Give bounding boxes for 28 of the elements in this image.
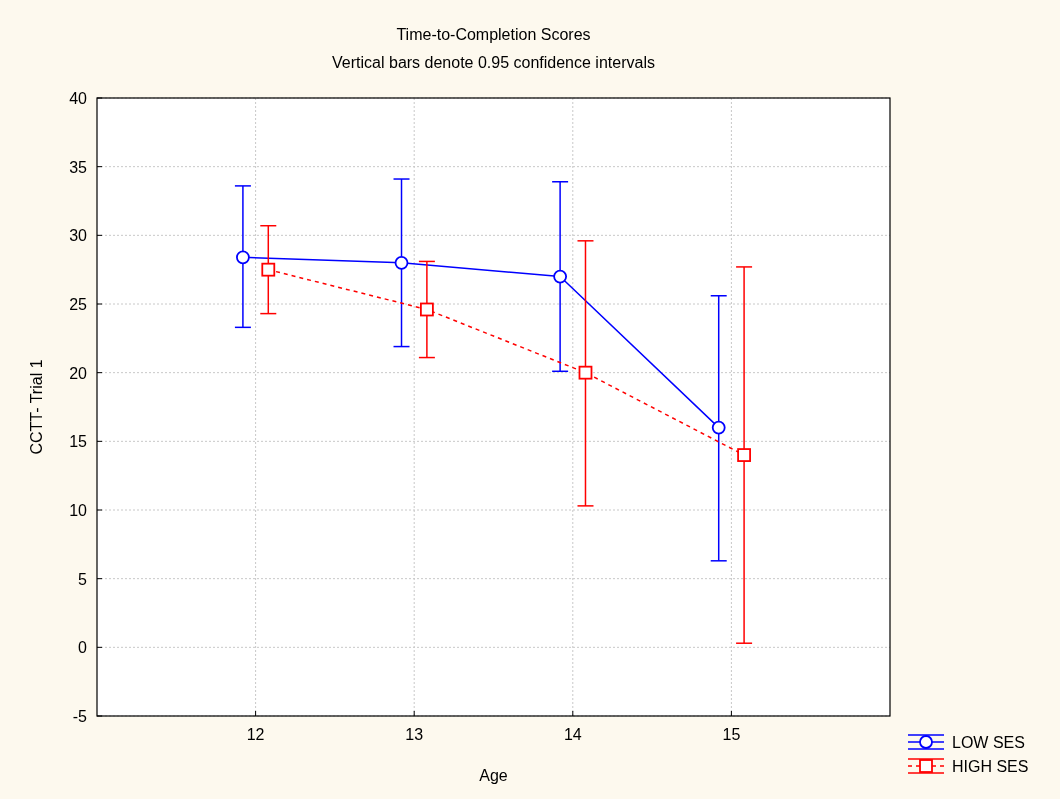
point: [578, 365, 593, 380]
point: [261, 262, 276, 277]
legend-label: HIGH SES: [952, 758, 1029, 775]
y-tick-label: 20: [69, 364, 88, 382]
x-tick-label: 15: [722, 726, 741, 743]
y-tick-label: 5: [78, 570, 88, 588]
x-tick-label: 14: [563, 726, 582, 743]
y-tick-label: -5: [72, 708, 88, 725]
legend-label: LOW SES: [952, 734, 1025, 751]
chart-subtitle: Vertical bars denote 0.95 confidence intervals: [332, 54, 655, 71]
y-tick-label: 10: [69, 502, 88, 519]
y-tick-label: 35: [69, 158, 88, 176]
x-tick-label: 13: [405, 726, 424, 743]
chart-title: Time-to-Completion Scores: [396, 26, 591, 43]
x-axis-title: Age: [479, 767, 508, 784]
y-tick-label: 0: [78, 639, 88, 657]
y-tick-label: 40: [69, 90, 88, 107]
point: [737, 448, 751, 462]
point: [711, 420, 726, 435]
y-axis-title: CCTT- Trial 1: [28, 359, 45, 455]
point: [236, 250, 250, 265]
y-tick-label: 25: [69, 296, 88, 313]
point: [553, 269, 568, 284]
point: [394, 255, 409, 270]
point: [419, 302, 434, 317]
x-tick-label: 12: [246, 726, 265, 743]
y-tick-label: 30: [69, 227, 88, 245]
y-tick-label: 15: [69, 433, 88, 451]
